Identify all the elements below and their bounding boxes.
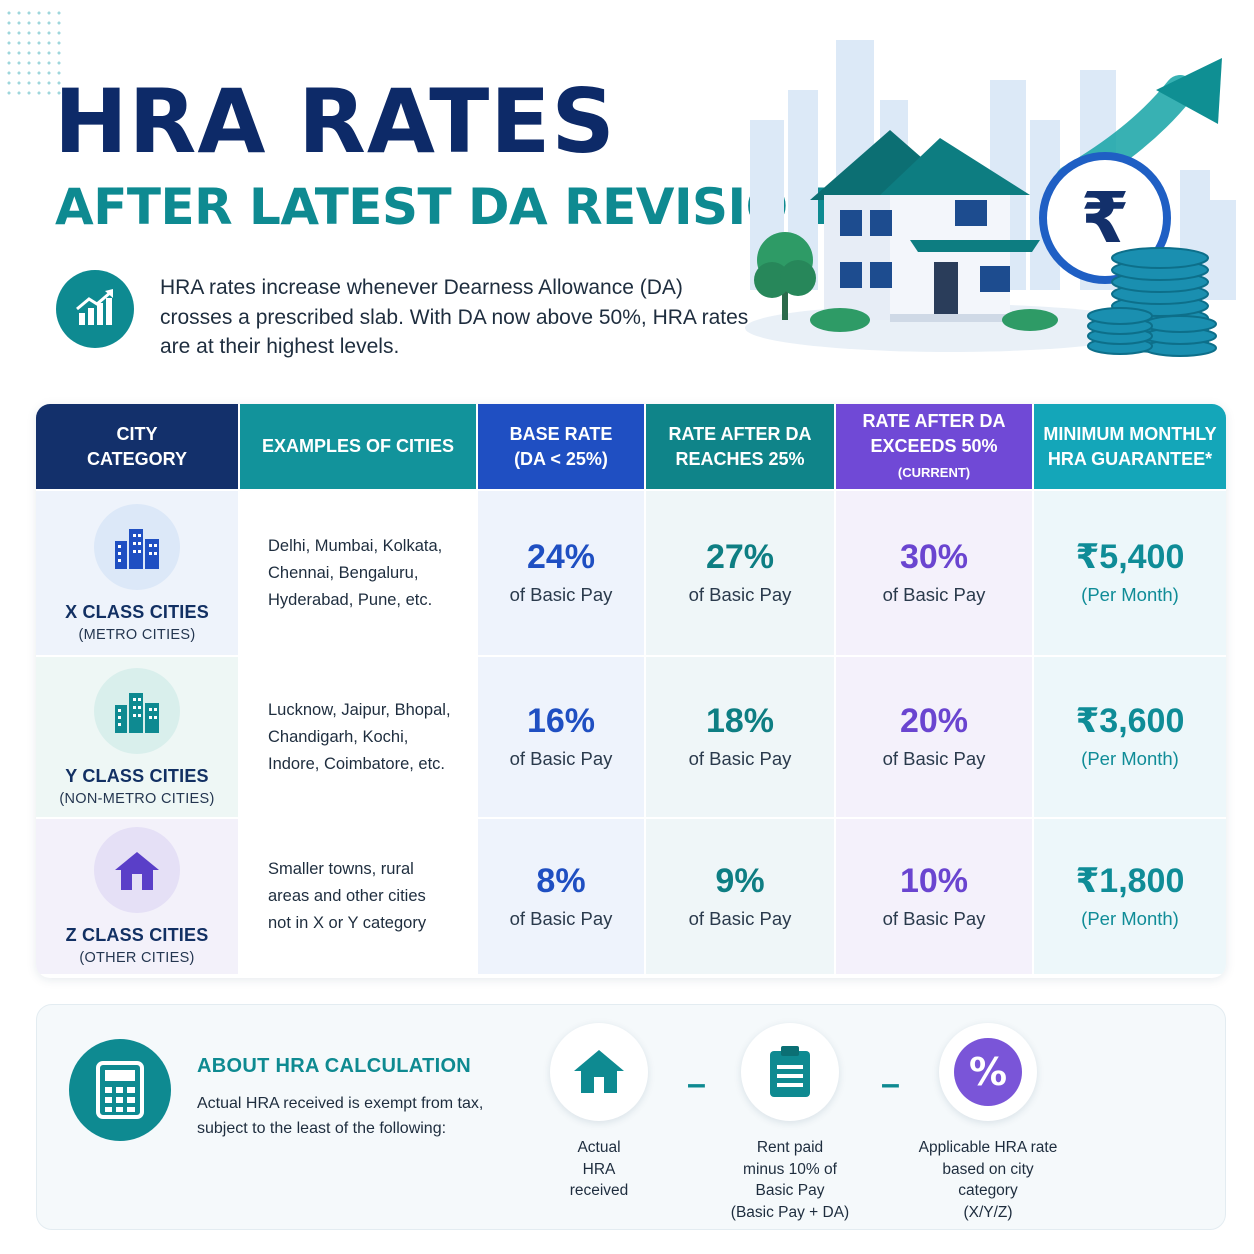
separator-dash: – [687, 1065, 706, 1103]
minimum-cell: ₹5,400 (Per Month) [1034, 491, 1226, 655]
rate-25-cell: 27% of Basic Pay [646, 491, 836, 655]
svg-text:₹: ₹ [1081, 177, 1130, 259]
header-examples: EXAMPLES OF CITIES [240, 404, 478, 489]
page-title: HRA RATES [54, 70, 616, 173]
calc-title: ABOUT HRA CALCULATION [197, 1055, 472, 1077]
clipboard-icon [741, 1023, 839, 1121]
base-rate-cell: 24% of Basic Pay [478, 491, 646, 655]
examples-cell: Delhi, Mumbai, Kolkata, Chennai, Bengalu… [240, 491, 478, 655]
separator-dash: – [881, 1065, 900, 1103]
examples-cell: Lucknow, Jaipur, Bhopal, Chandigarh, Koc… [240, 657, 478, 817]
category-cell: Y CLASS CITIES (NON-METRO CITIES) [36, 657, 240, 817]
table-row: X CLASS CITIES (METRO CITIES) Delhi, Mum… [36, 489, 1226, 655]
table-row: Y CLASS CITIES (NON-METRO CITIES) Luckno… [36, 655, 1226, 817]
base-rate-cell: 16% of Basic Pay [478, 657, 646, 817]
rate-50-cell: 30% of Basic Pay [836, 491, 1034, 655]
header-minimum-guarantee: MINIMUM MONTHLY HRA GUARANTEE* [1034, 404, 1226, 489]
svg-text:%: % [969, 1050, 1007, 1094]
table-row: Z CLASS CITIES (OTHER CITIES) Smaller to… [36, 817, 1226, 974]
home-icon [550, 1023, 648, 1121]
category-cell: X CLASS CITIES (METRO CITIES) [36, 491, 240, 655]
header-rate-25: RATE AFTER DA REACHES 25% [646, 404, 836, 489]
city-buildings-icon [94, 667, 180, 754]
examples-cell: Smaller towns, rural areas and other cit… [240, 819, 478, 974]
growth-chart-icon [56, 270, 134, 348]
percent-icon: % [939, 1023, 1037, 1121]
rate-50-cell: 10% of Basic Pay [836, 819, 1034, 974]
header-base-rate: BASE RATE (DA < 25%) [478, 404, 646, 489]
minimum-cell: ₹3,600 (Per Month) [1034, 657, 1226, 817]
factor-rent-paid: Rent paid minus 10% of Basic Pay (Basic … [690, 1023, 890, 1223]
city-buildings-icon [94, 503, 180, 590]
home-icon [94, 827, 180, 913]
page-subtitle: AFTER LATEST DA REVISION [55, 178, 830, 236]
rate-25-cell: 9% of Basic Pay [646, 819, 836, 974]
factor-applicable-rate: % Applicable HRA rate based on city cate… [888, 1023, 1088, 1223]
header-rate-50: RATE AFTER DA EXCEEDS 50% (CURRENT) [836, 404, 1034, 489]
calculator-icon [69, 1039, 171, 1141]
hra-rates-table: CITY CATEGORY EXAMPLES OF CITIES BASE RA… [36, 404, 1226, 978]
rate-50-cell: 20% of Basic Pay [836, 657, 1034, 817]
base-rate-cell: 8% of Basic Pay [478, 819, 646, 974]
hero-illustration: ₹ [740, 30, 1240, 375]
decorative-dots [4, 8, 64, 98]
minimum-cell: ₹1,800 (Per Month) [1034, 819, 1226, 974]
factor-actual-hra: Actual HRA received [499, 1023, 699, 1202]
category-cell: Z CLASS CITIES (OTHER CITIES) [36, 819, 240, 974]
calc-description: Actual HRA received is exempt from tax, … [197, 1095, 484, 1137]
hra-calculation-box: ABOUT HRA CALCULATION Actual HRA receive… [36, 1004, 1226, 1230]
coin-stack [1087, 247, 1217, 357]
intro-text: HRA rates increase whenever Dearness All… [160, 276, 749, 358]
header-city-category: CITY CATEGORY [36, 404, 240, 489]
table-header: CITY CATEGORY EXAMPLES OF CITIES BASE RA… [36, 404, 1226, 489]
rate-25-cell: 18% of Basic Pay [646, 657, 836, 817]
house-illustration [810, 130, 1058, 332]
